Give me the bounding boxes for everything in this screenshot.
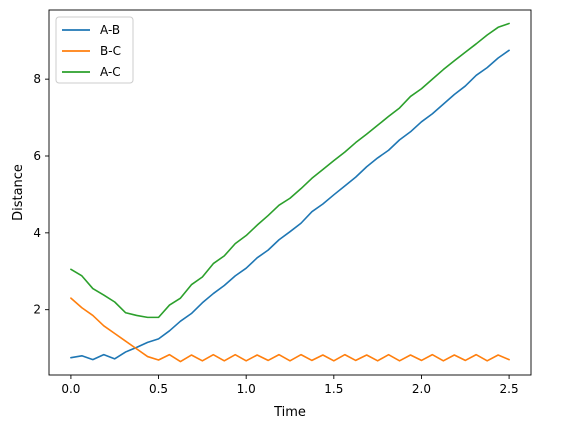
- y-tick: 4: [33, 226, 49, 240]
- series-layer: [70, 22, 510, 363]
- y-tick-label: 8: [33, 72, 41, 86]
- x-tick-label: 2.5: [500, 382, 519, 396]
- x-tick-label: 1.5: [324, 382, 343, 396]
- y-tick: 6: [33, 149, 49, 163]
- ticks-layer: 0.0 0.5 1.0 1.5 2.0 2.5 2 4 6 8: [33, 72, 518, 396]
- y-axis-label: Distance: [11, 164, 26, 221]
- legend-entry: A-C: [62, 65, 121, 79]
- y-tick: 2: [33, 303, 49, 317]
- series-line-a-b: [70, 49, 510, 361]
- x-tick-label: 0.0: [61, 382, 80, 396]
- x-tick: 0.0: [61, 375, 80, 396]
- axes-layer: [48, 9, 532, 376]
- x-tick-label: 2.0: [412, 382, 431, 396]
- x-axis-label: Time: [273, 405, 306, 420]
- y-tick-label: 2: [33, 303, 41, 317]
- y-tick: 8: [33, 72, 49, 86]
- legend-label: A-C: [100, 65, 121, 79]
- series-line-b-c: [70, 297, 510, 363]
- axes-frame: [48, 9, 532, 376]
- legend-box: [55, 16, 134, 84]
- legend-entry: A-B: [62, 23, 120, 37]
- x-tick: 1.0: [237, 375, 256, 396]
- x-tick: 1.5: [324, 375, 343, 396]
- x-tick: 0.5: [149, 375, 168, 396]
- x-tick-label: 0.5: [149, 382, 168, 396]
- x-tick-label: 1.0: [237, 382, 256, 396]
- y-tick-label: 4: [33, 226, 41, 240]
- legend-label: B-C: [100, 44, 121, 58]
- legend: A-B B-C A-C: [55, 16, 134, 84]
- x-tick: 2.0: [412, 375, 431, 396]
- y-tick-label: 6: [33, 149, 41, 163]
- series-line-a-c: [70, 22, 510, 319]
- legend-label: A-B: [100, 23, 120, 37]
- x-tick: 2.5: [500, 375, 519, 396]
- legend-entry: B-C: [62, 44, 121, 58]
